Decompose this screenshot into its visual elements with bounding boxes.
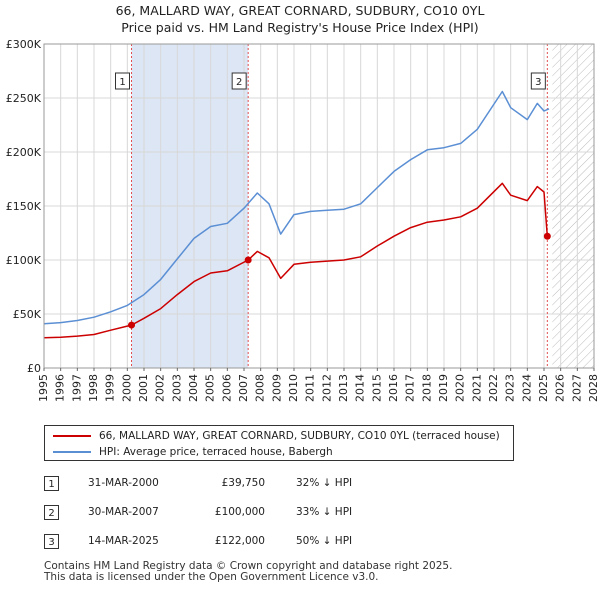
legend-swatch-red xyxy=(53,435,91,437)
legend-item-hpi: HPI: Average price, terraced house, Babe… xyxy=(53,444,333,460)
event-number-badge: 1 xyxy=(44,476,59,491)
x-tick-label: 2028 xyxy=(587,374,600,402)
x-tick-label: 2014 xyxy=(354,374,367,402)
footer-line-2: This data is licensed under the Open Gov… xyxy=(44,571,379,583)
x-tick-label: 2003 xyxy=(170,374,183,402)
hpi-series-line xyxy=(43,90,550,325)
x-tick-label: 2022 xyxy=(487,374,500,402)
x-tick-label: 2024 xyxy=(520,374,533,402)
footer-line-1: Contains HM Land Registry data © Crown c… xyxy=(44,560,453,572)
event-number-badge: 3 xyxy=(44,534,59,549)
event-hpi-diff: 50% ↓ HPI xyxy=(296,535,353,547)
x-tick-label: 2017 xyxy=(404,374,417,402)
event-price: £100,000 xyxy=(214,506,265,518)
event-date: 30-MAR-2007 xyxy=(88,506,159,518)
x-tick-label: 2020 xyxy=(454,374,467,402)
event-price: £39,750 xyxy=(221,477,265,489)
x-tick-label: 2023 xyxy=(504,374,517,402)
x-tick-label: 2012 xyxy=(320,374,333,402)
event-label-text: 1 xyxy=(119,77,125,88)
x-tick-label: 2005 xyxy=(204,374,217,402)
legend-label-property: 66, MALLARD WAY, GREAT CORNARD, SUDBURY,… xyxy=(99,430,500,442)
events-table: 1 31-MAR-2000 £39,750 32% ↓ HPI 2 30-MAR… xyxy=(44,476,504,563)
x-tick-label: 2011 xyxy=(304,374,317,402)
plot-border xyxy=(43,43,595,369)
x-tick-label: 2008 xyxy=(254,374,267,402)
event-date: 14-MAR-2025 xyxy=(88,535,159,547)
x-tick-label: 2010 xyxy=(287,374,300,402)
sale-point xyxy=(244,256,252,264)
footer-attribution: Contains HM Land Registry data © Crown c… xyxy=(44,561,452,583)
x-tick-label: 2013 xyxy=(337,374,350,402)
x-tick-label: 2006 xyxy=(220,374,233,402)
event-row: 1 31-MAR-2000 £39,750 32% ↓ HPI xyxy=(44,476,504,505)
event-number-badge: 2 xyxy=(44,505,59,520)
x-tick-label: 2026 xyxy=(554,374,567,402)
x-tick-label: 2019 xyxy=(437,374,450,402)
y-tick-label: £150K xyxy=(6,200,42,213)
y-tick-label: £250K xyxy=(6,92,42,105)
event-row: 2 30-MAR-2007 £100,000 33% ↓ HPI xyxy=(44,505,504,534)
y-tick-label: £300K xyxy=(6,38,42,51)
event-label-text: 3 xyxy=(535,77,541,88)
title-line-1: 66, MALLARD WAY, GREAT CORNARD, SUDBURY,… xyxy=(115,3,485,18)
x-tick-label: 1997 xyxy=(70,374,83,402)
x-tick-label: 2007 xyxy=(237,374,250,402)
x-tick-label: 2009 xyxy=(270,374,283,402)
x-tick-label: 2025 xyxy=(537,374,550,402)
event-label-text: 2 xyxy=(236,77,242,88)
event-hpi-diff: 32% ↓ HPI xyxy=(296,477,353,489)
x-tick-label: 1998 xyxy=(87,374,100,402)
legend-item-property: 66, MALLARD WAY, GREAT CORNARD, SUDBURY,… xyxy=(53,428,500,444)
sale-point xyxy=(128,321,135,329)
event-date: 31-MAR-2000 xyxy=(88,477,159,489)
event-label-box xyxy=(115,72,130,90)
x-tick-label: 2004 xyxy=(187,374,200,402)
x-tick-label: 2018 xyxy=(420,374,433,402)
event-label-box xyxy=(231,72,247,90)
y-tick-label: £50K xyxy=(13,308,42,321)
event-hpi-diff: 33% ↓ HPI xyxy=(296,506,353,518)
legend-label-hpi: HPI: Average price, terraced house, Babe… xyxy=(99,446,333,458)
x-tick-label: 2021 xyxy=(470,374,483,402)
event-label-box xyxy=(530,72,546,90)
title-line-2: Price paid vs. HM Land Registry's House … xyxy=(121,20,479,35)
x-tick-label: 1996 xyxy=(54,374,67,402)
x-tick-label: 2016 xyxy=(387,374,400,402)
y-tick-label: £0 xyxy=(27,362,41,375)
price-chart: 1 2 3 £0 £50K £100K £150K £200K £250K £300K 1995 1… xyxy=(6,38,600,402)
event-row: 3 14-MAR-2025 £122,000 50% ↓ HPI xyxy=(44,534,504,563)
x-tick-label: 2015 xyxy=(370,374,383,402)
x-tick-label: 2000 xyxy=(120,374,133,402)
x-tick-label: 1995 xyxy=(37,374,50,402)
property-series-line xyxy=(43,182,549,339)
legend-swatch-blue xyxy=(53,451,91,453)
y-tick-label: £200K xyxy=(6,146,42,159)
x-tick-label: 2001 xyxy=(137,374,150,402)
legend: 66, MALLARD WAY, GREAT CORNARD, SUDBURY,… xyxy=(44,425,514,461)
x-tick-label: 2027 xyxy=(570,374,583,402)
x-tick-label: 1999 xyxy=(104,374,117,402)
chart-title: 66, MALLARD WAY, GREAT CORNARD, SUDBURY,… xyxy=(0,2,600,36)
y-tick-label: £100K xyxy=(6,254,42,267)
sale-point xyxy=(543,232,551,240)
x-tick-label: 2002 xyxy=(154,374,167,402)
event-price: £122,000 xyxy=(214,535,265,547)
